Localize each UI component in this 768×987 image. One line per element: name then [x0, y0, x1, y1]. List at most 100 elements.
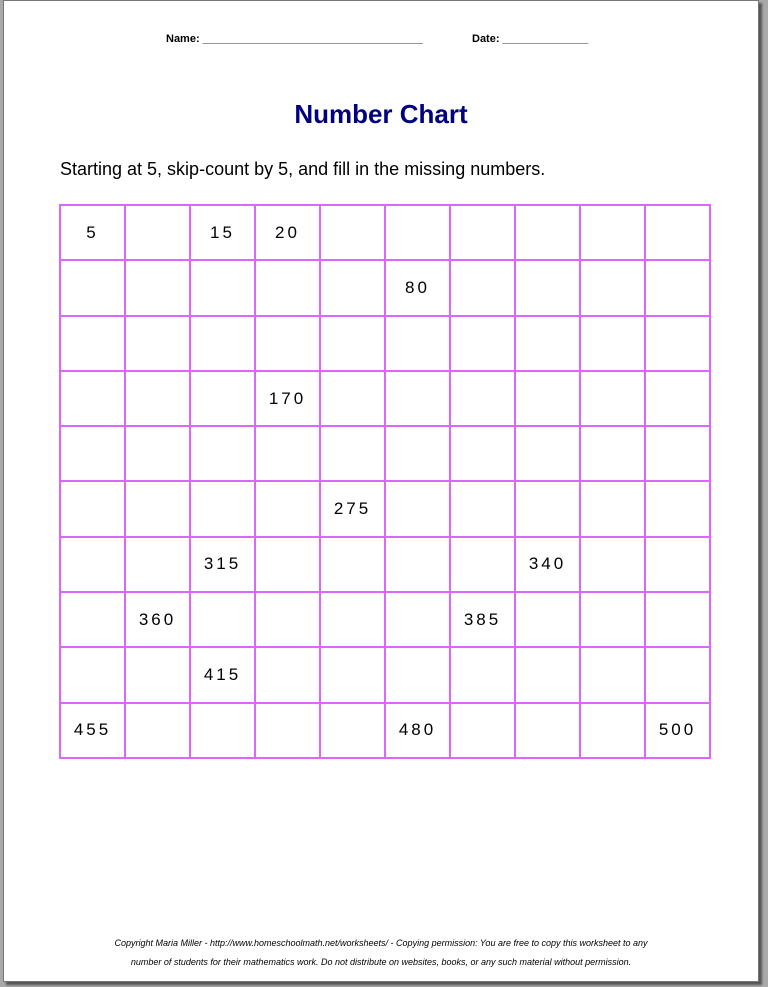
grid-cell-blank[interactable]	[449, 646, 516, 704]
grid-cell-blank[interactable]	[189, 259, 256, 317]
grid-cell-given: 480	[384, 701, 451, 759]
grid-cell-blank[interactable]	[514, 425, 581, 483]
grid-cell-blank[interactable]	[644, 591, 711, 649]
grid-cell-blank[interactable]	[59, 259, 126, 317]
grid-cell-blank[interactable]	[514, 591, 581, 649]
grid-cell-blank[interactable]	[579, 369, 646, 428]
grid-cell-blank[interactable]	[254, 259, 321, 317]
grid-cell-blank[interactable]	[579, 591, 646, 649]
grid-cell-blank[interactable]	[514, 646, 581, 704]
grid-cell-blank[interactable]	[644, 259, 711, 317]
grid-cell-blank[interactable]	[384, 425, 451, 483]
grid-cell-blank[interactable]	[514, 369, 581, 428]
grid-cell-blank[interactable]	[319, 314, 386, 372]
grid-cell-blank[interactable]	[59, 591, 126, 649]
grid-cell-blank[interactable]	[644, 646, 711, 704]
grid-cell-blank[interactable]	[579, 259, 646, 317]
grid-cell-blank[interactable]	[254, 646, 321, 704]
grid-cell-blank[interactable]	[59, 369, 126, 428]
grid-cell-blank[interactable]	[449, 480, 516, 538]
grid-cell-blank[interactable]	[449, 203, 516, 262]
grid-row: 5 15 20	[59, 203, 711, 262]
grid-cell-blank[interactable]	[579, 425, 646, 483]
grid-cell-blank[interactable]	[189, 591, 256, 649]
grid-cell-given: 315	[189, 535, 256, 594]
grid-cell-given: 275	[319, 480, 386, 538]
grid-cell-blank[interactable]	[59, 535, 126, 594]
grid-row: 170	[59, 369, 711, 428]
grid-cell-blank[interactable]	[644, 480, 711, 538]
grid-cell-blank[interactable]	[59, 646, 126, 704]
grid-cell-blank[interactable]	[254, 480, 321, 538]
grid-cell-blank[interactable]	[514, 203, 581, 262]
grid-cell-blank[interactable]	[384, 203, 451, 262]
grid-cell-blank[interactable]	[384, 314, 451, 372]
grid-cell-blank[interactable]	[514, 480, 581, 538]
grid-cell-blank[interactable]	[124, 314, 191, 372]
name-field: Name: __________________________________…	[166, 33, 423, 45]
grid-cell-blank[interactable]	[124, 369, 191, 428]
grid-cell-blank[interactable]	[319, 535, 386, 594]
grid-cell-blank[interactable]	[384, 369, 451, 428]
grid-cell-blank[interactable]	[579, 701, 646, 759]
grid-cell-blank[interactable]	[59, 314, 126, 372]
grid-cell-blank[interactable]	[449, 259, 516, 317]
date-field: Date: ______________	[472, 33, 589, 45]
grid-cell-blank[interactable]	[189, 425, 256, 483]
grid-cell-blank[interactable]	[319, 425, 386, 483]
grid-cell-blank[interactable]	[189, 480, 256, 538]
grid-cell-given: 415	[189, 646, 256, 704]
grid-cell-blank[interactable]	[384, 480, 451, 538]
grid-cell-blank[interactable]	[59, 425, 126, 483]
grid-cell-given: 340	[514, 535, 581, 594]
grid-cell-blank[interactable]	[449, 314, 516, 372]
grid-cell-blank[interactable]	[579, 480, 646, 538]
grid-cell-blank[interactable]	[449, 369, 516, 428]
page-title: Number Chart	[294, 99, 468, 129]
grid-cell-blank[interactable]	[644, 535, 711, 594]
instructions: Starting at 5, skip-count by 5, and fill…	[60, 159, 546, 179]
grid-cell-blank[interactable]	[319, 369, 386, 428]
grid-cell-blank[interactable]	[449, 425, 516, 483]
grid-cell-blank[interactable]	[124, 259, 191, 317]
grid-cell-blank[interactable]	[124, 203, 191, 262]
grid-cell-blank[interactable]	[319, 646, 386, 704]
grid-cell-blank[interactable]	[514, 314, 581, 372]
grid-cell-blank[interactable]	[319, 701, 386, 759]
grid-cell-blank[interactable]	[124, 535, 191, 594]
grid-cell-blank[interactable]	[384, 591, 451, 649]
grid-cell-blank[interactable]	[124, 425, 191, 483]
grid-cell-blank[interactable]	[579, 203, 646, 262]
grid-cell-blank[interactable]	[644, 314, 711, 372]
grid-cell-blank[interactable]	[189, 701, 256, 759]
grid-cell-blank[interactable]	[644, 425, 711, 483]
grid-cell-blank[interactable]	[384, 646, 451, 704]
grid-cell-blank[interactable]	[124, 480, 191, 538]
grid-cell-blank[interactable]	[189, 314, 256, 372]
grid-cell-blank[interactable]	[449, 701, 516, 759]
grid-cell-blank[interactable]	[59, 480, 126, 538]
grid-cell-blank[interactable]	[254, 535, 321, 594]
grid-cell-blank[interactable]	[189, 369, 256, 428]
grid-cell-blank[interactable]	[579, 646, 646, 704]
grid-cell-blank[interactable]	[319, 259, 386, 317]
grid-row	[59, 314, 711, 372]
grid-cell-blank[interactable]	[124, 701, 191, 759]
grid-cell-blank[interactable]	[514, 259, 581, 317]
grid-cell-blank[interactable]	[644, 203, 711, 262]
grid-row: 315 340	[59, 535, 711, 594]
grid-cell-blank[interactable]	[644, 369, 711, 428]
grid-cell-blank[interactable]	[384, 535, 451, 594]
grid-cell-blank[interactable]	[254, 425, 321, 483]
grid-cell-blank[interactable]	[124, 646, 191, 704]
grid-cell-blank[interactable]	[449, 535, 516, 594]
grid-row: 415	[59, 646, 711, 704]
grid-cell-blank[interactable]	[319, 203, 386, 262]
grid-cell-blank[interactable]	[579, 314, 646, 372]
grid-cell-blank[interactable]	[254, 591, 321, 649]
grid-cell-blank[interactable]	[579, 535, 646, 594]
grid-cell-blank[interactable]	[254, 314, 321, 372]
grid-cell-blank[interactable]	[319, 591, 386, 649]
grid-cell-blank[interactable]	[254, 701, 321, 759]
grid-cell-blank[interactable]	[514, 701, 581, 759]
